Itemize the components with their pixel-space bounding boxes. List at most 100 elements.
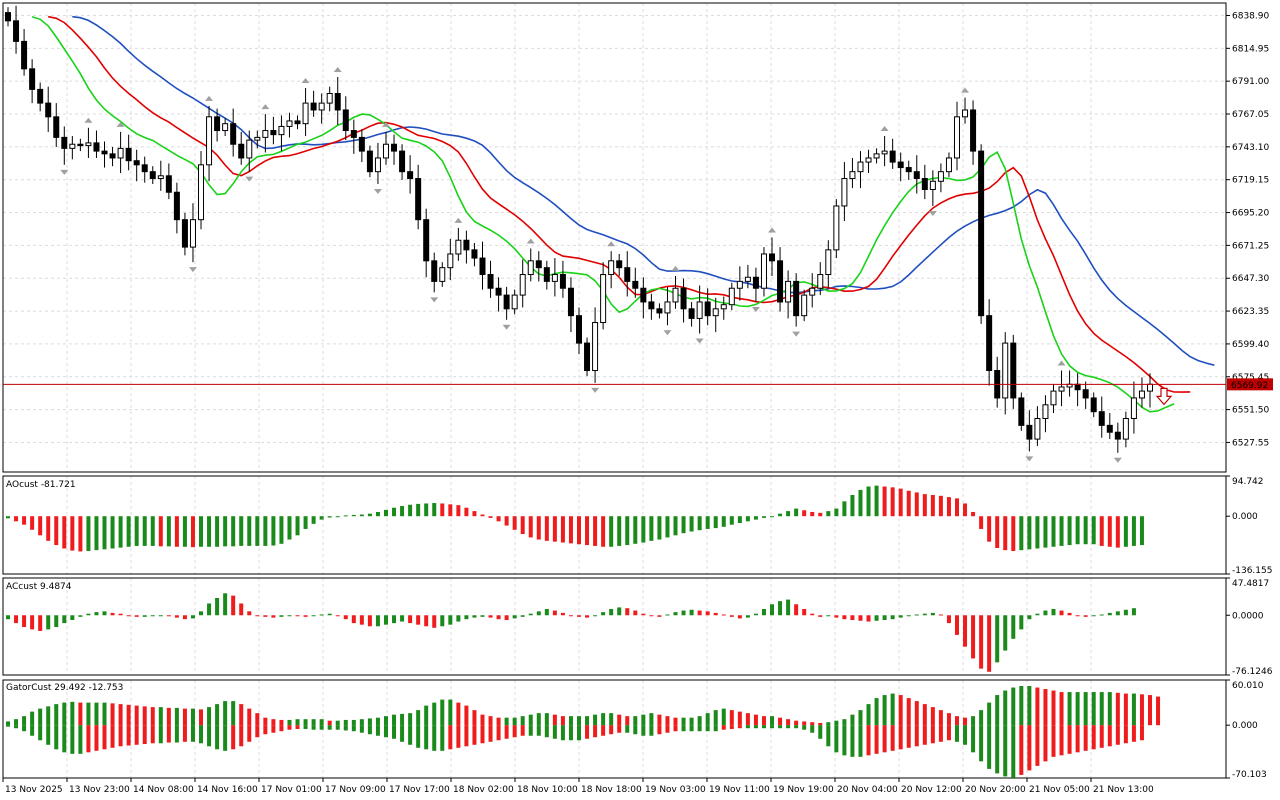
ao-bar — [142, 516, 147, 546]
gator-lower-bar — [190, 725, 195, 742]
gator-lower-bar — [247, 725, 252, 742]
fractal-down-icon — [792, 331, 801, 337]
candle-bull — [945, 157, 952, 173]
ac-bar — [375, 615, 380, 627]
gator-upper-bar — [979, 710, 984, 726]
gator-upper-bar — [729, 710, 734, 726]
ac-bar — [544, 608, 549, 616]
gator-upper-bar — [207, 707, 212, 726]
candle-bull — [1050, 390, 1057, 406]
ao-bar — [753, 516, 758, 520]
gator-lower-bar — [697, 725, 702, 732]
ac-bar — [810, 613, 815, 616]
price-tick-label: 6767.05 — [1232, 110, 1269, 120]
candle-bull — [189, 219, 196, 248]
ac-bar — [472, 615, 477, 618]
fractal-up-icon — [961, 87, 970, 93]
ac-bar — [770, 604, 775, 616]
indicator-tick-label: 47.4817 — [1232, 579, 1269, 589]
gator-lower-bar — [30, 725, 35, 736]
ao-bar — [78, 516, 83, 552]
ao-bar — [134, 516, 139, 546]
ao-bar — [568, 516, 573, 544]
gator-upper-bar — [263, 717, 268, 726]
gator-lower-bar — [544, 725, 549, 738]
gator-upper-bar — [416, 710, 421, 726]
gator-lower-bar — [46, 725, 51, 745]
ac-bar — [86, 613, 91, 616]
gator-upper-bar — [78, 702, 83, 726]
candle-bull — [551, 274, 558, 282]
ao-bar — [504, 516, 509, 526]
fractal-up-icon — [526, 238, 535, 244]
ao-bar — [649, 516, 654, 541]
price-tick-label: 6599.40 — [1232, 340, 1269, 350]
gator-lower-bar — [753, 725, 758, 729]
gator-upper-bar — [182, 708, 187, 726]
ac-bar — [54, 615, 59, 628]
gator-upper-bar — [1067, 692, 1072, 726]
ao-bar — [858, 489, 863, 517]
gator-upper-bar — [118, 704, 123, 726]
gator-lower-bar — [930, 725, 935, 744]
gator-upper-bar — [271, 719, 276, 726]
gator-upper-bar — [995, 695, 1000, 726]
candle-bear — [463, 239, 470, 251]
gator-label: GatorCust 29.492 -12.753 — [6, 683, 123, 693]
candle-bear — [214, 116, 221, 132]
candle-bear — [1090, 397, 1097, 413]
candle-bear — [970, 109, 977, 152]
ao-bar — [641, 516, 646, 543]
ac-bar — [971, 615, 976, 659]
candle-bear — [149, 171, 156, 180]
gator-lower-bar — [134, 725, 139, 745]
ac-bar — [448, 615, 453, 625]
gator-lower-bar — [866, 725, 871, 756]
gator-lower-bar — [255, 725, 260, 738]
fractal-down-icon — [928, 210, 937, 216]
fractal-up-icon — [261, 104, 270, 110]
ac-label: ACcust 9.4874 — [6, 582, 72, 592]
candle-bull — [511, 294, 518, 310]
ao-bar — [818, 512, 823, 517]
ao-bar — [496, 516, 501, 522]
gator-lower-bar — [496, 725, 501, 741]
gator-lower-bar — [456, 725, 461, 748]
gator-upper-bar — [1115, 692, 1120, 726]
gator-lower-bar — [86, 725, 91, 753]
ao-bar — [1115, 516, 1120, 548]
ac-bar — [319, 614, 324, 616]
fractal-down-icon — [663, 330, 672, 336]
gator-lower-bar — [215, 725, 220, 750]
gator-upper-bar — [665, 716, 670, 726]
ac-bar — [512, 615, 517, 619]
ao-bar — [890, 487, 895, 517]
gator-lower-bar — [311, 725, 316, 730]
ac-bar — [110, 612, 115, 616]
gator-lower-bar — [392, 725, 397, 739]
ac-bar — [126, 615, 131, 617]
ao-bar — [158, 516, 163, 547]
indicator-tick-label: 0.0000 — [1232, 611, 1264, 621]
ac-bar — [400, 615, 405, 622]
gator-lower-bar — [375, 725, 380, 736]
ao-bar — [207, 516, 212, 547]
gator-lower-bar — [842, 725, 847, 756]
ao-bar — [794, 508, 799, 517]
ao-bar — [1083, 516, 1088, 545]
gator-upper-bar — [1131, 693, 1136, 726]
gator-lower-bar — [6, 725, 10, 727]
price-tick-label: 6719.15 — [1232, 176, 1269, 186]
candle-bear — [5, 12, 11, 22]
candle-bull — [849, 171, 856, 180]
gator-lower-bar — [62, 725, 67, 753]
candle-bear — [238, 143, 245, 159]
gator-lower-bar — [560, 725, 565, 741]
ac-bar — [585, 615, 590, 618]
gator-lower-bar — [649, 725, 654, 736]
gator-upper-bar — [456, 702, 461, 726]
ac-bar — [657, 615, 662, 617]
bid-line: 6569.92 — [3, 378, 1273, 406]
candle-bear — [294, 120, 301, 125]
